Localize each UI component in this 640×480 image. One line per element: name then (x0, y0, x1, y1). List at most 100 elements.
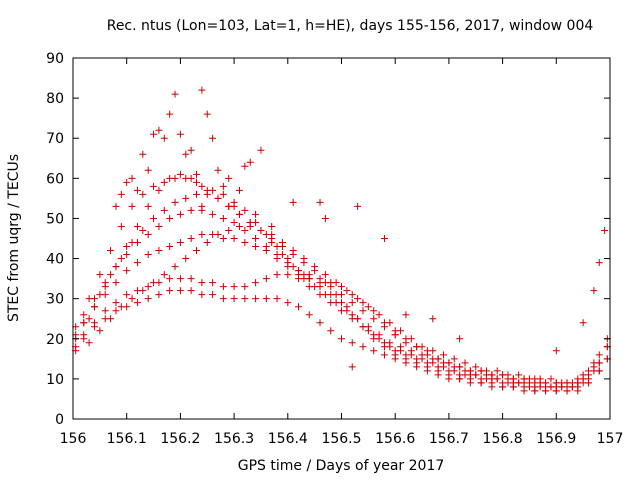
data-point (112, 279, 120, 287)
data-point (112, 307, 120, 315)
data-point (380, 323, 388, 331)
data-point (289, 247, 297, 255)
data-point (198, 230, 206, 238)
data-point (203, 110, 211, 118)
data-point (252, 295, 260, 303)
x-tick-label: 157 (597, 431, 624, 447)
data-point (391, 355, 399, 363)
data-point (547, 383, 555, 391)
data-point (246, 158, 254, 166)
data-point (402, 359, 410, 367)
data-point (359, 307, 367, 315)
data-point (166, 243, 174, 251)
data-point (203, 186, 211, 194)
data-point (187, 206, 195, 214)
data-point (241, 239, 249, 247)
data-point (386, 319, 394, 327)
data-point (450, 355, 458, 363)
chart-title: Rec. ntus (Lon=103, Lat=1, h=HE), days 1… (107, 18, 594, 34)
data-point (139, 150, 147, 158)
x-tick-label: 156.9 (536, 431, 576, 447)
data-point (144, 166, 152, 174)
data-point (155, 126, 163, 134)
data-point (316, 319, 324, 327)
data-point (515, 371, 523, 379)
data-point (493, 375, 501, 383)
data-point (80, 311, 88, 319)
data-point (107, 271, 115, 279)
data-point (219, 190, 227, 198)
data-point (150, 279, 158, 287)
data-point (354, 315, 362, 323)
data-point (305, 311, 313, 319)
data-point (252, 243, 260, 251)
data-point (273, 295, 281, 303)
data-point (289, 263, 297, 271)
data-point (101, 279, 109, 287)
data-point (219, 295, 227, 303)
data-point (203, 239, 211, 247)
data-point (482, 367, 490, 375)
data-marks (72, 86, 611, 395)
data-point (166, 275, 174, 283)
data-point (493, 367, 501, 375)
data-point (182, 194, 190, 202)
data-point (252, 279, 260, 287)
data-point (128, 239, 136, 247)
data-point (144, 295, 152, 303)
data-point (123, 267, 131, 275)
x-tick-label: 156.5 (321, 431, 361, 447)
data-point (133, 186, 141, 194)
data-point (176, 239, 184, 247)
data-point (354, 202, 362, 210)
data-point (90, 323, 98, 331)
data-point (166, 287, 174, 295)
data-point (536, 375, 544, 383)
data-point (187, 287, 195, 295)
data-point (273, 255, 281, 263)
data-point (278, 251, 286, 259)
data-point (117, 222, 125, 230)
data-point (123, 178, 131, 186)
data-point (246, 222, 254, 230)
data-point (193, 170, 201, 178)
data-point (235, 186, 243, 194)
data-point (354, 295, 362, 303)
data-point (397, 343, 405, 351)
data-point (90, 303, 98, 311)
data-point (488, 383, 496, 391)
data-point (187, 146, 195, 154)
data-point (434, 371, 442, 379)
data-point (402, 339, 410, 347)
data-point (133, 259, 141, 267)
data-point (96, 327, 104, 335)
data-point (397, 327, 405, 335)
data-point (128, 174, 136, 182)
data-point (311, 283, 319, 291)
data-point (321, 214, 329, 222)
y-tick-label: 60 (46, 171, 64, 187)
data-point (461, 359, 469, 367)
y-tick-label: 10 (46, 372, 64, 388)
data-point (380, 235, 388, 242)
data-point (472, 363, 480, 371)
data-point (107, 315, 115, 323)
data-point (563, 387, 571, 395)
data-point (311, 263, 319, 271)
y-tick-label: 90 (46, 51, 64, 67)
data-point (595, 259, 603, 267)
x-tick-label: 156.2 (160, 431, 200, 447)
data-point (552, 387, 560, 395)
data-point (461, 367, 469, 375)
data-point (300, 255, 308, 263)
data-point (262, 247, 270, 255)
data-point (515, 379, 523, 387)
data-point (85, 315, 93, 323)
data-point (402, 311, 410, 319)
data-point (370, 315, 378, 323)
data-point (96, 271, 104, 279)
data-point (193, 178, 201, 186)
x-tick-label: 156.8 (483, 431, 523, 447)
data-point (133, 299, 141, 307)
data-point (230, 295, 238, 303)
